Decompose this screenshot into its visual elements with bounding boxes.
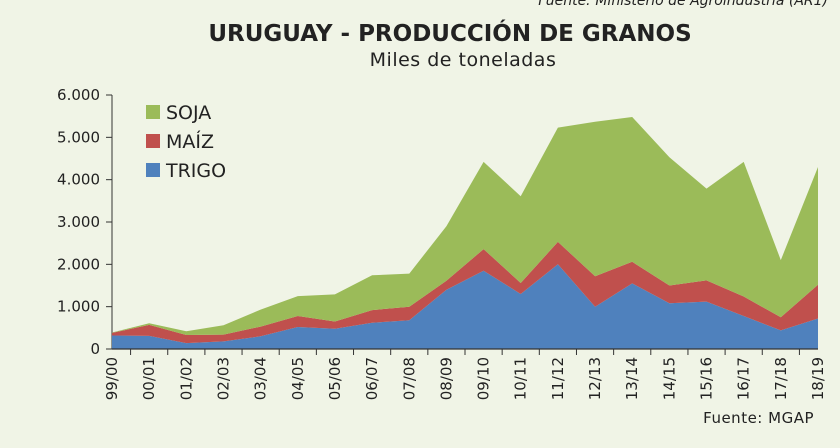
x-axis: 99/00 00/01 01/02 02/03 03/04 04/05 05/06 06/07… bbox=[103, 348, 827, 400]
area-series bbox=[112, 117, 818, 349]
y-tick-label: 2.000 bbox=[57, 255, 100, 273]
x-tick-label: 15/16 bbox=[698, 357, 716, 400]
x-tick-label: 11/12 bbox=[549, 357, 567, 400]
x-tick-label: 12/13 bbox=[586, 357, 604, 400]
legend-swatch bbox=[146, 134, 160, 148]
x-tick-label: 99/00 bbox=[103, 357, 121, 400]
x-tick-label: 16/17 bbox=[735, 357, 753, 400]
y-tick-label: 4.000 bbox=[57, 171, 100, 189]
header-note: Fuente: Ministerio de Agroindustria (AR1… bbox=[538, 0, 828, 9]
legend-label: MAÍZ bbox=[166, 130, 214, 153]
legend-label: SOJA bbox=[166, 102, 211, 124]
x-tick-label: 01/02 bbox=[177, 357, 195, 400]
x-tick-label: 13/14 bbox=[623, 357, 641, 400]
x-tick-label: 10/11 bbox=[512, 357, 530, 400]
legend-swatch bbox=[146, 163, 160, 177]
x-tick-label: 17/18 bbox=[772, 357, 790, 400]
y-tick-label: 6.000 bbox=[57, 86, 100, 104]
x-tick-label: 14/15 bbox=[660, 357, 678, 400]
legend-label: TRIGO bbox=[165, 160, 226, 182]
y-tick-label: 3.000 bbox=[57, 213, 100, 231]
area-trigo bbox=[112, 264, 818, 349]
x-tick-label: 09/10 bbox=[475, 357, 493, 400]
x-tick-label: 02/03 bbox=[214, 357, 232, 400]
chart-title: URUGUAY - PRODUCCIÓN DE GRANOS bbox=[208, 19, 691, 47]
source-note: Fuente: MGAP bbox=[703, 409, 814, 427]
area-maiz bbox=[112, 241, 818, 344]
x-tick-label: 18/19 bbox=[809, 357, 827, 400]
x-tick-label: 00/01 bbox=[140, 357, 158, 400]
y-tick-label: 5.000 bbox=[57, 128, 100, 146]
x-tick-label: 07/08 bbox=[400, 357, 418, 400]
area-soja bbox=[112, 117, 818, 335]
y-tick-label: 0 bbox=[90, 340, 100, 358]
legend: SOJA MAÍZ TRIGO bbox=[146, 102, 226, 182]
y-tick-label: 1.000 bbox=[57, 298, 100, 316]
x-tick-label: 03/04 bbox=[252, 357, 270, 400]
y-axis: 0 1.000 2.000 3.000 4.000 5.000 6.000 bbox=[57, 86, 113, 358]
x-tick-label: 05/06 bbox=[326, 357, 344, 400]
x-tick-label: 08/09 bbox=[437, 357, 455, 400]
x-tick-label: 04/05 bbox=[289, 357, 307, 400]
x-tick-label: 06/07 bbox=[363, 357, 381, 400]
chart-subtitle: Miles de toneladas bbox=[370, 49, 557, 71]
legend-swatch bbox=[146, 105, 160, 119]
